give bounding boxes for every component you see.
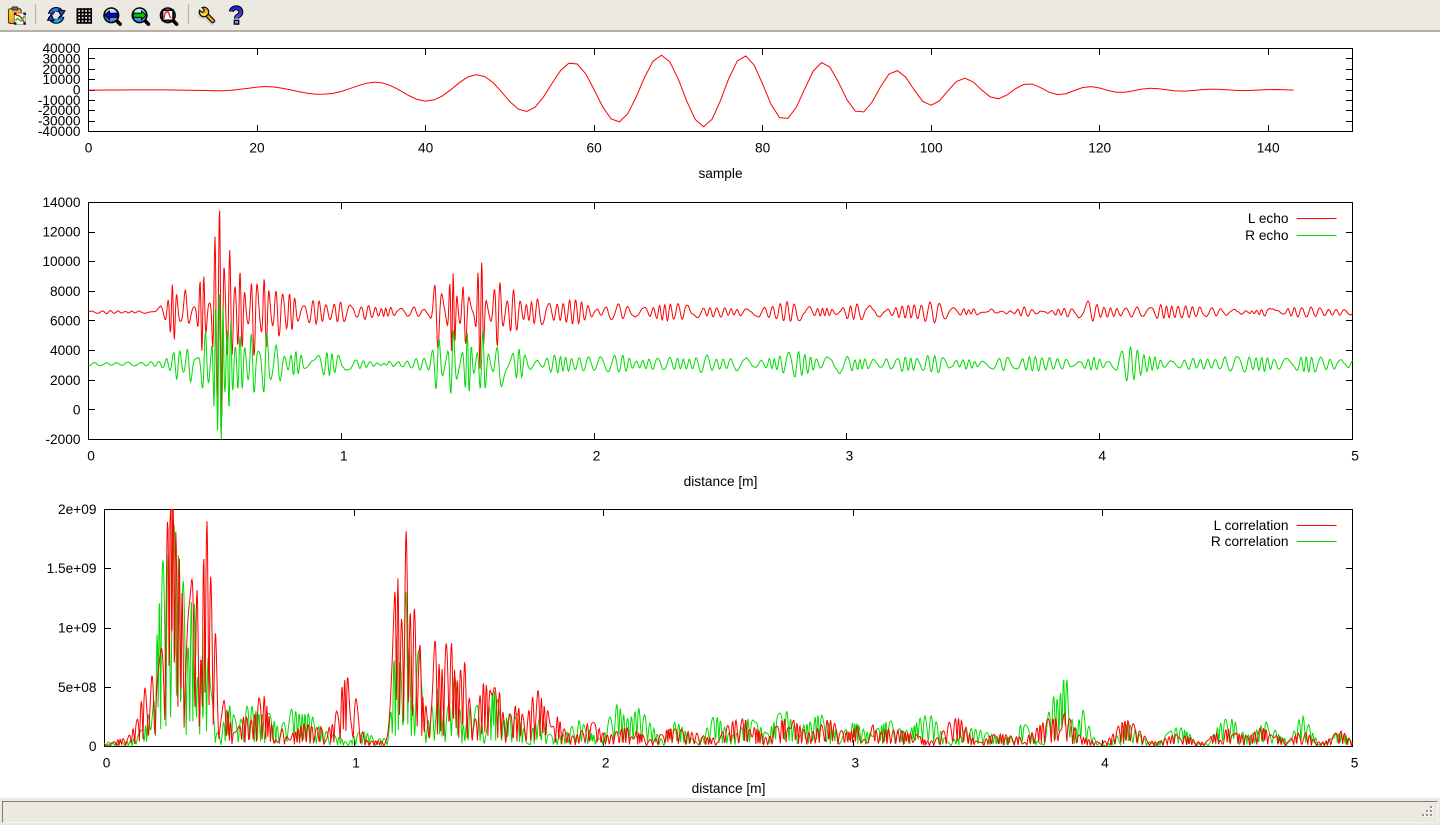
svg-text:0: 0 [103, 756, 111, 771]
svg-text:4: 4 [1101, 756, 1109, 771]
svg-text:20: 20 [249, 141, 265, 156]
svg-text:2: 2 [593, 449, 601, 464]
svg-text:3: 3 [846, 449, 854, 464]
svg-text:2: 2 [602, 756, 610, 771]
svg-text:80: 80 [755, 141, 771, 156]
svg-text:4000: 4000 [50, 343, 81, 358]
svg-text:-10000: -10000 [38, 93, 81, 108]
svg-text:R correlation: R correlation [1211, 534, 1289, 549]
svg-text:0: 0 [73, 402, 81, 417]
svg-text:R echo: R echo [1245, 228, 1289, 243]
svg-text:-40000: -40000 [38, 124, 81, 139]
svg-text:5: 5 [1351, 449, 1359, 464]
svg-text:-2000: -2000 [45, 432, 80, 447]
svg-text:8000: 8000 [50, 284, 81, 299]
svg-text:12000: 12000 [42, 225, 80, 240]
svg-text:40: 40 [418, 141, 434, 156]
svg-text:0: 0 [87, 449, 95, 464]
svg-text:distance [m]: distance [m] [692, 781, 766, 796]
svg-text:10000: 10000 [42, 254, 80, 269]
svg-text:L echo: L echo [1248, 211, 1289, 226]
svg-text:1e+09: 1e+09 [58, 621, 96, 636]
svg-text:14000: 14000 [42, 195, 80, 210]
svg-text:4: 4 [1098, 449, 1106, 464]
svg-text:distance [m]: distance [m] [684, 474, 758, 489]
svg-text:20000: 20000 [42, 62, 80, 77]
svg-text:0: 0 [85, 141, 93, 156]
svg-text:6000: 6000 [50, 314, 81, 329]
svg-text:30000: 30000 [42, 51, 80, 66]
svg-text:3: 3 [851, 756, 859, 771]
svg-text:140: 140 [1257, 141, 1280, 156]
svg-text:2000: 2000 [50, 373, 81, 388]
svg-text:1: 1 [352, 756, 360, 771]
svg-text:1: 1 [340, 449, 348, 464]
svg-text:-30000: -30000 [38, 114, 81, 129]
svg-text:5: 5 [1351, 756, 1359, 771]
svg-text:2e+09: 2e+09 [58, 502, 96, 517]
svg-text:0: 0 [89, 739, 97, 754]
svg-text:100: 100 [920, 141, 943, 156]
svg-text:5e+08: 5e+08 [58, 680, 97, 695]
svg-text:40000: 40000 [42, 41, 80, 56]
svg-text:sample: sample [698, 166, 742, 181]
svg-text:1.5e+09: 1.5e+09 [47, 561, 97, 576]
svg-text:120: 120 [1088, 141, 1111, 156]
svg-text:60: 60 [586, 141, 602, 156]
svg-text:0: 0 [73, 83, 81, 98]
svg-text:L correlation: L correlation [1214, 518, 1289, 533]
svg-text:-20000: -20000 [38, 103, 81, 118]
svg-text:10000: 10000 [42, 72, 80, 87]
